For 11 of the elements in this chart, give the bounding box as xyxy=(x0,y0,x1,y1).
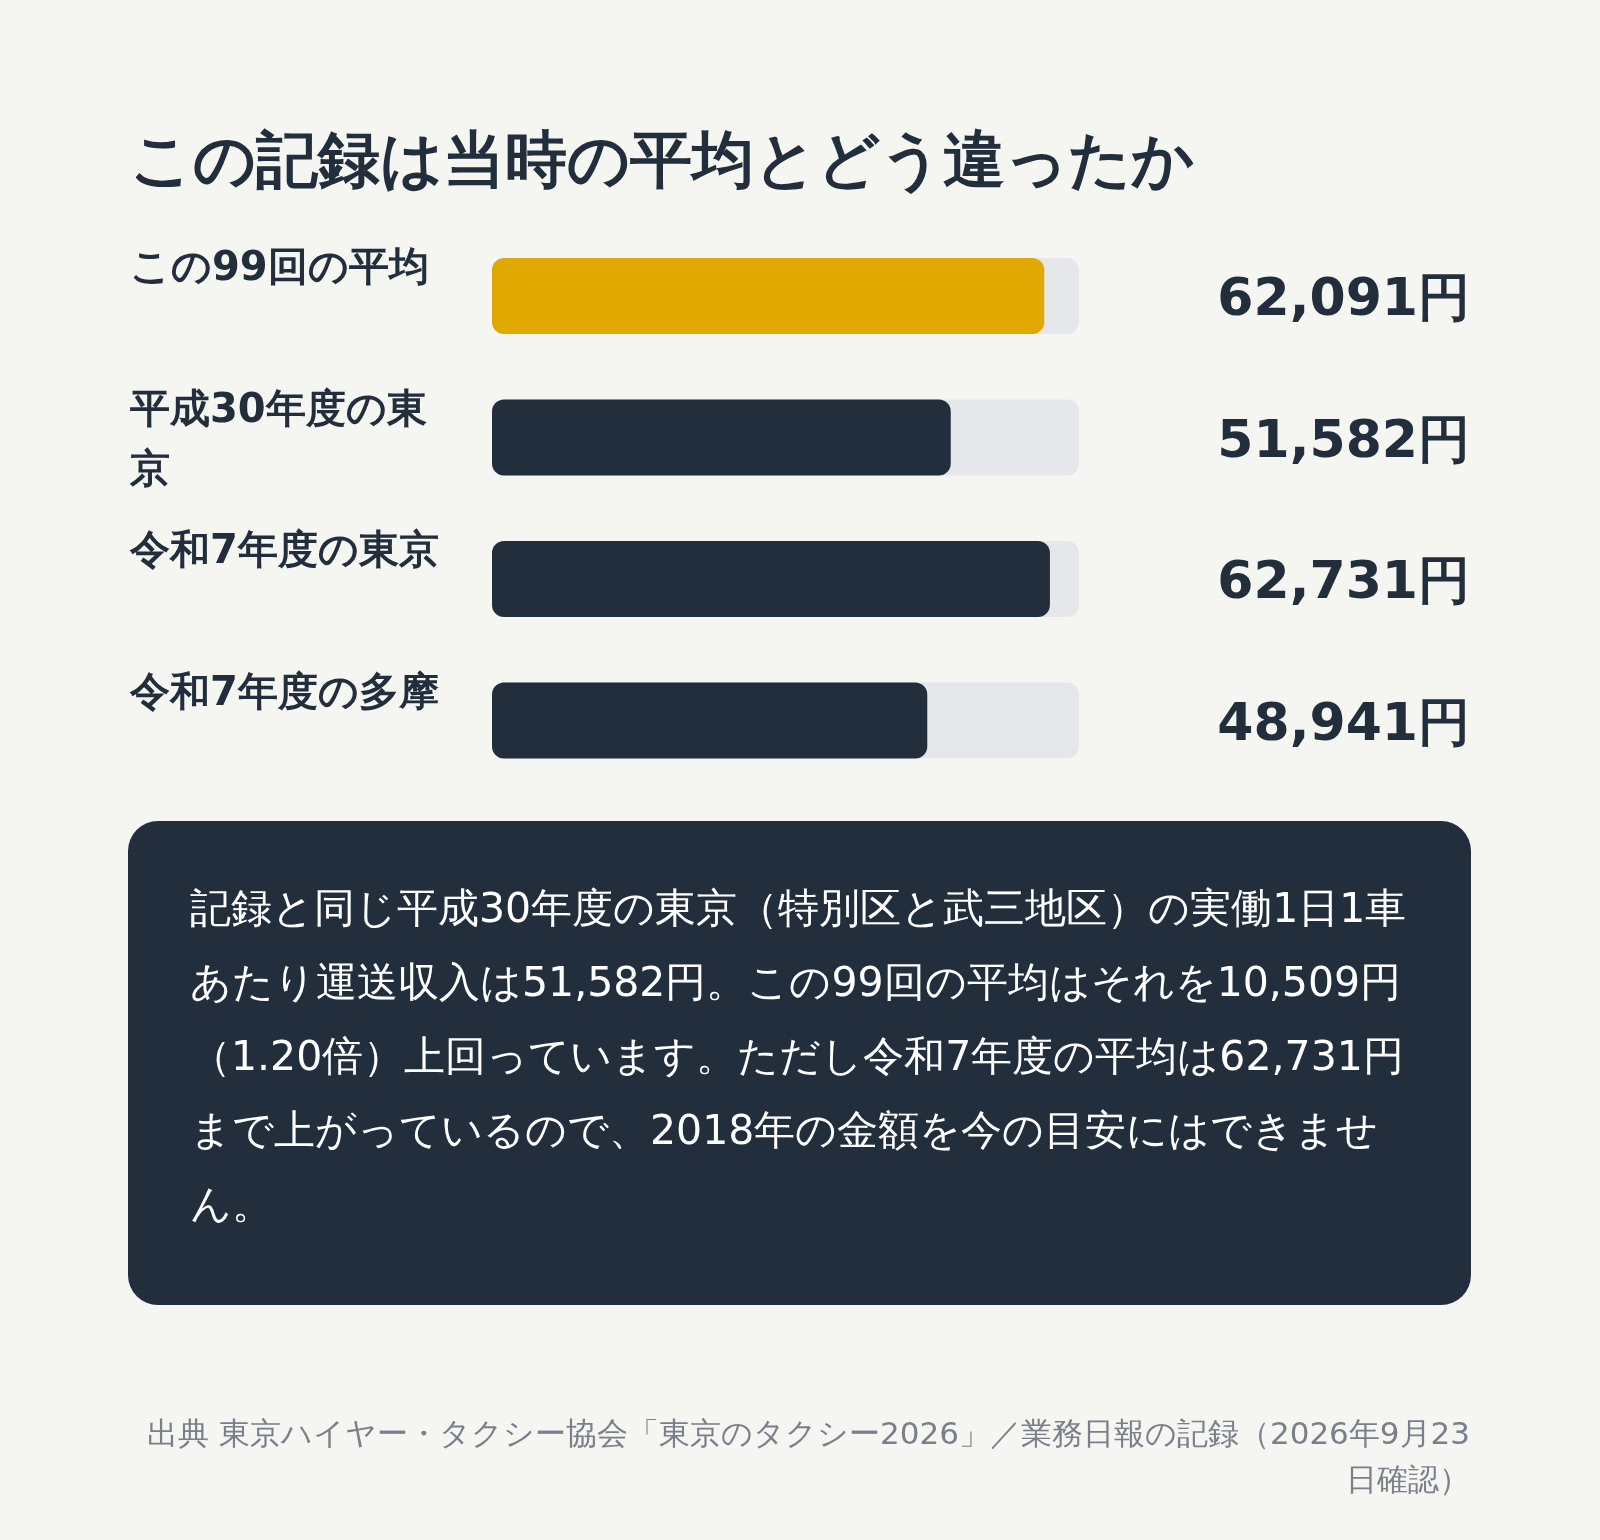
y-tick-label: 令和7年度の多摩 xyxy=(130,666,440,716)
data-label: 51,582円 xyxy=(1216,407,1470,471)
source-note: 出典 東京ハイヤー・タクシー協会「東京のタクシー2026」／業務日報の記録（2026年9月23日確認） xyxy=(146,1414,1470,1499)
text: 記録と同じ平成30年度の東京（特別区と武三地区）の実働1日1車あたり運送収入は51,582円。この99回の平均はそれを10,509円（1.20倍）上回っています。ただし令和7年度の平均は62,731円まで上がっているので、2018年の金額を今の目安にはできません。 xyxy=(128,821,1471,1305)
y-tick-label: この99回の平均 xyxy=(130,242,430,291)
y-tick-label: 令和7年度の東京 xyxy=(130,525,440,574)
data-label: 48,941円 xyxy=(1216,690,1470,754)
data-label: 62,091円 xyxy=(1216,266,1470,329)
chart-title: この記録は当時の平均とどう違ったか xyxy=(130,122,1195,198)
data-label: 62,731円 xyxy=(1216,549,1470,612)
y-tick-label: 平成30年度の東京 xyxy=(130,383,428,493)
